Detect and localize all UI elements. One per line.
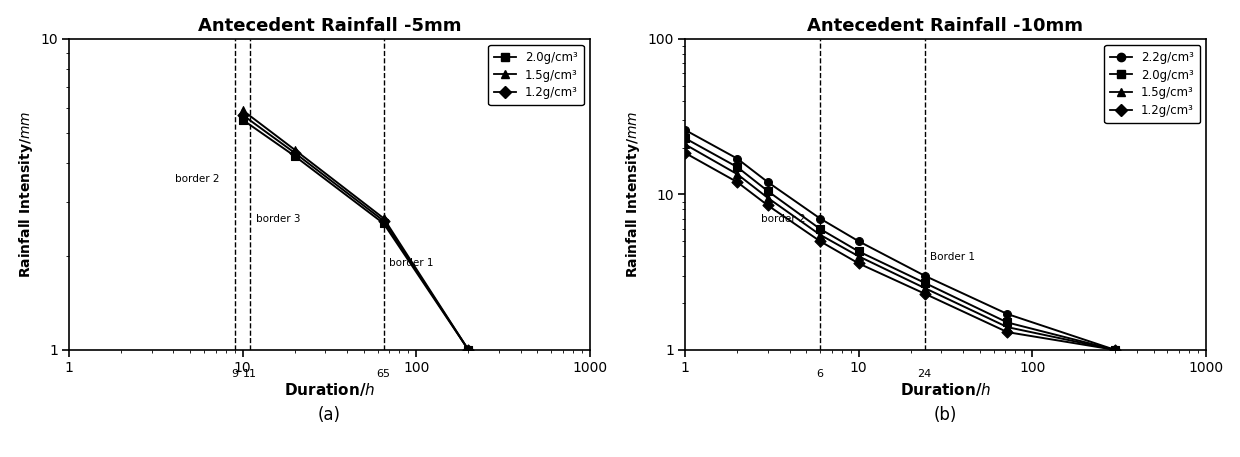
Point (675, 134, 694, 142)
Point (1105, 346, 1125, 354)
Point (233, 111, 253, 118)
Point (728, 164, 748, 171)
Text: 11: 11 (243, 369, 257, 379)
Text: border 1: border 1 (389, 258, 434, 268)
Point (997, 329, 1017, 336)
Text: 9: 9 (231, 369, 238, 379)
Point (728, 155, 748, 162)
Point (1105, 346, 1125, 354)
Text: Border 1: Border 1 (930, 252, 976, 261)
Text: (a): (a) (317, 406, 341, 424)
Text: border 3: border 3 (255, 214, 300, 224)
Point (285, 149, 305, 157)
Text: 6: 6 (817, 369, 823, 379)
X-axis label: Duration/$\it{h}$: Duration/$\it{h}$ (900, 381, 991, 398)
Y-axis label: Rainfall Intensity/$\it{mm}$: Rainfall Intensity/$\it{mm}$ (16, 111, 35, 278)
Legend: 2.0g/cm³, 1.5g/cm³, 1.2g/cm³: 2.0g/cm³, 1.5g/cm³, 1.2g/cm³ (489, 45, 584, 105)
Point (373, 220, 393, 227)
X-axis label: Duration/$\it{h}$: Duration/$\it{h}$ (284, 381, 374, 398)
Text: 24: 24 (918, 369, 931, 379)
Text: 65: 65 (377, 369, 391, 379)
Point (728, 170, 748, 178)
Point (675, 141, 694, 148)
Point (728, 179, 748, 186)
Point (758, 187, 777, 195)
Point (997, 319, 1017, 326)
Title: Antecedent Rainfall -5mm: Antecedent Rainfall -5mm (197, 16, 461, 35)
Point (758, 179, 777, 186)
Point (1105, 346, 1125, 354)
Point (675, 126, 694, 133)
Point (373, 215, 393, 222)
Point (810, 225, 830, 233)
Point (233, 116, 253, 123)
Point (810, 215, 830, 222)
Point (285, 153, 305, 160)
Point (373, 217, 393, 224)
Text: (b): (b) (934, 406, 957, 424)
Title: Antecedent Rainfall -10mm: Antecedent Rainfall -10mm (807, 16, 1084, 35)
Point (915, 284, 935, 292)
Point (810, 231, 830, 239)
Point (848, 238, 868, 245)
Point (997, 310, 1017, 318)
Point (459, 346, 479, 354)
Point (233, 106, 253, 114)
Point (915, 290, 935, 298)
Point (459, 346, 479, 354)
Point (997, 324, 1017, 331)
Point (848, 260, 868, 267)
Text: border 2: border 2 (760, 214, 805, 224)
Point (848, 253, 868, 260)
Point (459, 346, 479, 354)
Point (810, 238, 830, 245)
Text: border 2: border 2 (175, 174, 219, 184)
Legend: 2.2g/cm³, 2.0g/cm³, 1.5g/cm³, 1.2g/cm³: 2.2g/cm³, 2.0g/cm³, 1.5g/cm³, 1.2g/cm³ (1105, 45, 1200, 123)
Point (758, 202, 777, 209)
Point (675, 149, 694, 157)
Point (285, 146, 305, 154)
Point (1105, 346, 1125, 354)
Point (915, 272, 935, 279)
Point (915, 279, 935, 287)
Point (758, 194, 777, 202)
Y-axis label: Rainfall Intensity/$\it{mm}$: Rainfall Intensity/$\it{mm}$ (624, 111, 642, 278)
Point (848, 248, 868, 255)
